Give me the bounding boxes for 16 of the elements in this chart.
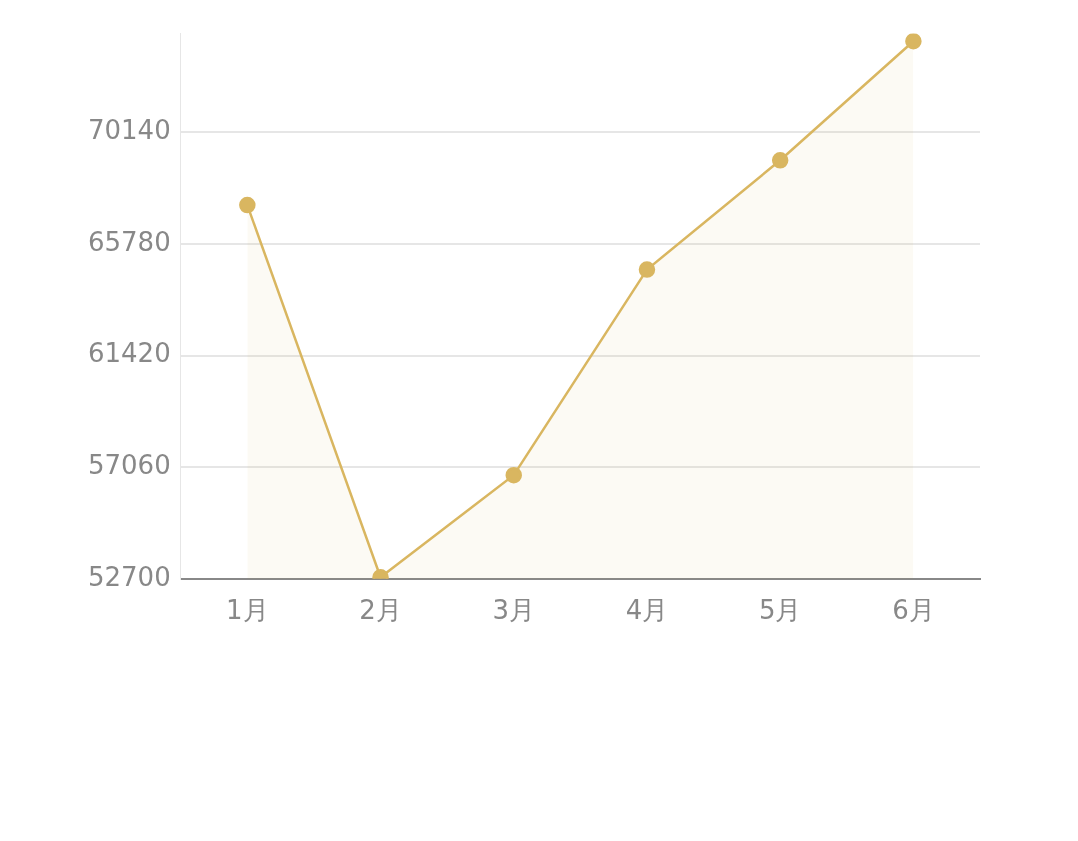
x-tick-label: 5月 bbox=[758, 595, 802, 626]
y-tick-label: 65780 bbox=[87, 226, 171, 257]
x-tick-label: 6月 bbox=[892, 595, 935, 626]
point bbox=[905, 33, 922, 50]
x-tick-label: 3月 bbox=[492, 595, 536, 626]
y-tick-label: 57060 bbox=[87, 449, 171, 480]
x-tick-label: 1月 bbox=[226, 595, 269, 626]
x-tick-label: 4月 bbox=[625, 595, 669, 626]
x-tick-label: 2月 bbox=[359, 595, 402, 626]
point bbox=[771, 152, 789, 169]
point bbox=[505, 466, 522, 484]
y-tick-label: 52700 bbox=[87, 561, 171, 592]
y-tick-label: 61420 bbox=[87, 338, 171, 369]
y-tick-label: 70140 bbox=[87, 115, 171, 146]
point bbox=[239, 196, 256, 214]
point bbox=[638, 261, 656, 278]
